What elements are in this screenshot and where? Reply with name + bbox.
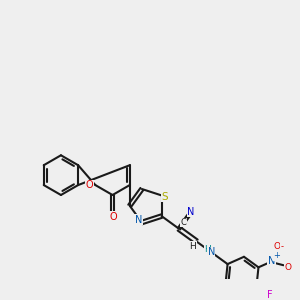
Text: F: F: [267, 290, 273, 300]
Text: O: O: [273, 242, 280, 251]
Text: H: H: [204, 244, 211, 253]
Text: O: O: [284, 263, 291, 272]
Text: H: H: [189, 242, 196, 251]
Text: N: N: [208, 247, 215, 257]
Text: -: -: [281, 242, 284, 251]
Text: O: O: [109, 212, 117, 221]
Text: N: N: [188, 207, 195, 217]
Text: N: N: [135, 215, 142, 225]
Text: N: N: [268, 256, 275, 266]
Text: +: +: [273, 251, 280, 260]
Text: O: O: [85, 180, 93, 190]
Text: C: C: [181, 218, 186, 227]
Text: S: S: [162, 192, 168, 202]
